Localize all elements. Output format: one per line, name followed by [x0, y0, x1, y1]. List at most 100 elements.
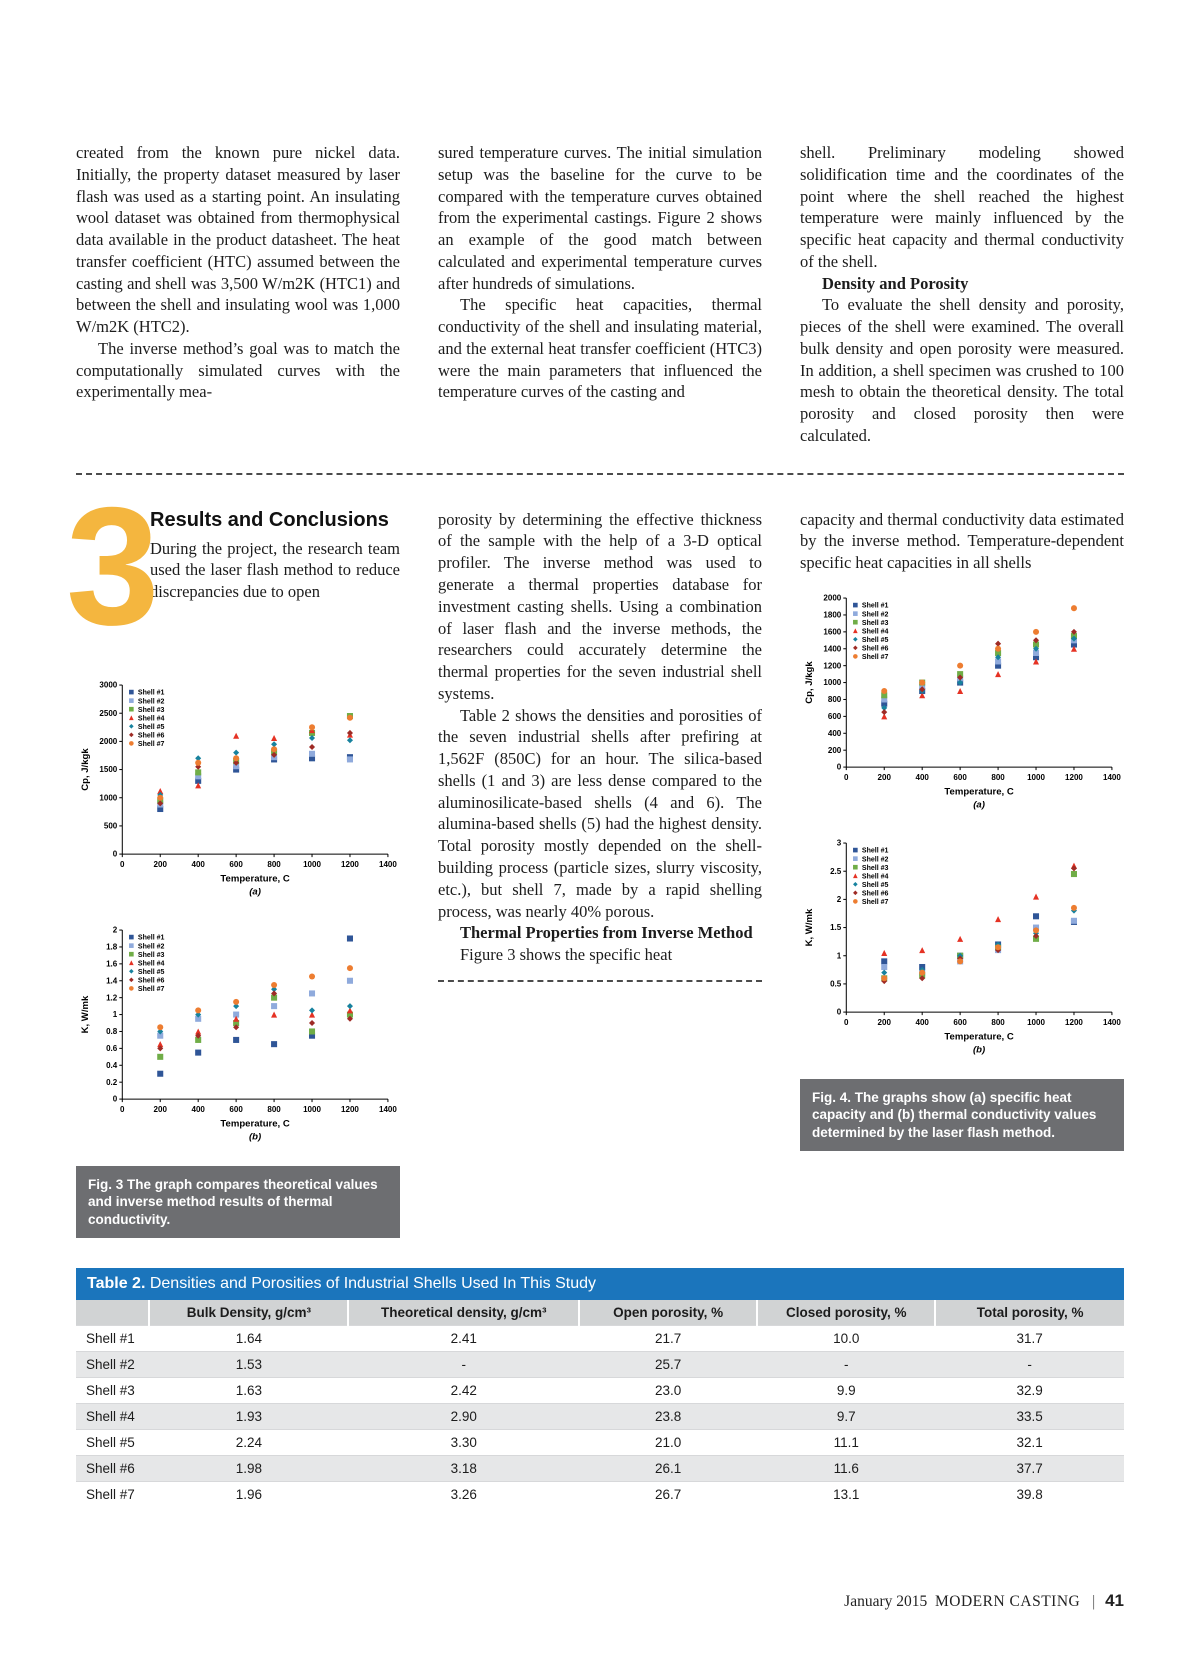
- svg-text:800: 800: [828, 695, 842, 704]
- table-title-bar: Table 2. Densities and Porosities of Ind…: [76, 1268, 1124, 1301]
- svg-text:2: 2: [113, 926, 118, 935]
- table-row: Shell #2 1.53-25.7- -: [76, 1351, 1124, 1378]
- svg-text:0: 0: [837, 763, 842, 772]
- table-cell: 32.9: [935, 1377, 1124, 1404]
- svg-text:Shell #1: Shell #1: [862, 848, 889, 855]
- table-cell: 1.63: [149, 1377, 349, 1404]
- table-cell: 23.8: [579, 1403, 758, 1430]
- svg-text:Shell #5: Shell #5: [138, 724, 165, 731]
- section-intro: 3 Results and Conclusions During the pro…: [66, 482, 400, 661]
- svg-text:0.5: 0.5: [830, 980, 842, 989]
- fig4b-scatter-plot: 0 0.5 1 1.5 2 2.5 3 0 200 400 600 800 1000 1200 1400 Te…: [800, 835, 1124, 1065]
- table-cell: -: [935, 1351, 1124, 1378]
- svg-text:200: 200: [828, 746, 842, 755]
- top-column-1: created from the known pure nickel data.…: [76, 142, 400, 447]
- fig3-chart-b: 0 0.2 0.4 0.6 0.8 1 1.2 1.4 1.6 1.8 2 0 200 400 600 800…: [76, 922, 400, 1152]
- svg-text:1200: 1200: [823, 661, 841, 670]
- svg-text:1400: 1400: [1103, 773, 1121, 782]
- svg-text:K, W/mk: K, W/mk: [804, 908, 815, 946]
- table-cell: 9.7: [757, 1403, 936, 1430]
- paragraph: The specific heat capacities, thermal co…: [438, 295, 762, 402]
- shell-label: Shell #5: [76, 1429, 150, 1456]
- section-intro-content: Results and Conclusions During the proje…: [150, 509, 400, 603]
- fig4-caption: Fig. 4. The graphs show (a) specific hea…: [800, 1078, 1124, 1152]
- svg-text:1200: 1200: [341, 1105, 359, 1114]
- table-row: Shell #5 2.24 3.30 21.0 11.1 32.1: [76, 1429, 1124, 1456]
- svg-text:Shell #1: Shell #1: [862, 603, 889, 610]
- paragraph: shell. Preliminary modeling showed solid…: [800, 143, 1124, 271]
- top-column-2: sured temperature curves. The initial si…: [438, 142, 762, 447]
- svg-text:600: 600: [229, 860, 243, 869]
- svg-text:0.6: 0.6: [106, 1044, 118, 1053]
- paragraph: capacity and thermal conductivity data e…: [800, 509, 1124, 573]
- svg-text:0: 0: [120, 860, 125, 869]
- table-cell: 39.8: [935, 1481, 1124, 1508]
- table-header-cell: Open porosity, %: [579, 1300, 759, 1326]
- svg-text:Shell #2: Shell #2: [138, 698, 165, 705]
- table-row: Shell #7 1.96 3.26 26.7 13.1 39.8: [76, 1481, 1124, 1508]
- svg-text:800: 800: [991, 773, 1005, 782]
- table-cell: 3.30: [348, 1429, 580, 1456]
- section-divider-dashes: [76, 472, 1124, 475]
- svg-text:1: 1: [837, 952, 842, 961]
- svg-text:0.4: 0.4: [106, 1061, 118, 1070]
- table-cell: 9.9: [757, 1377, 936, 1404]
- svg-text:1400: 1400: [1103, 1019, 1121, 1028]
- footer-divider: |: [1092, 1593, 1096, 1610]
- svg-text:400: 400: [191, 1105, 205, 1114]
- svg-text:K, W/mk: K, W/mk: [80, 995, 91, 1033]
- shell-label: Shell #7: [76, 1481, 150, 1508]
- footer-page-number: 41: [1105, 1591, 1124, 1610]
- table-cell: 1.53: [149, 1351, 349, 1378]
- svg-text:200: 200: [154, 860, 168, 869]
- svg-text:0: 0: [837, 1008, 842, 1017]
- svg-text:1000: 1000: [823, 678, 841, 687]
- fig3-chart-a: 0 500 1000 1500 2000 2500 3000 0 200 400 600 800 100…: [76, 676, 400, 907]
- table-cell: 2.42: [348, 1377, 580, 1404]
- shell-table-body: Shell #1 1.64 2.41 21.7 10.0 31.7 Shell #2 1.53…: [76, 1325, 1124, 1508]
- svg-text:1.5: 1.5: [830, 924, 842, 933]
- svg-text:(a): (a): [249, 886, 261, 897]
- table-cell: 3.26: [348, 1481, 580, 1508]
- svg-text:Shell #3: Shell #3: [862, 865, 889, 872]
- svg-text:400: 400: [828, 729, 842, 738]
- svg-text:800: 800: [267, 860, 281, 869]
- svg-text:Shell #2: Shell #2: [862, 857, 889, 864]
- table-cell: 11.6: [757, 1455, 936, 1482]
- svg-text:1400: 1400: [379, 1105, 397, 1114]
- table-cell: 13.1: [757, 1481, 936, 1508]
- table-cell: 26.7: [579, 1481, 758, 1508]
- svg-text:Temperature, C: Temperature, C: [944, 786, 1013, 797]
- svg-text:Cp, J/kgk: Cp, J/kgk: [804, 661, 815, 704]
- table-header-cell: Closed porosity, %: [757, 1300, 937, 1326]
- table-cell: 1.96: [149, 1481, 349, 1508]
- table-cell: 1.98: [149, 1455, 349, 1482]
- table-header-cell: Total porosity, %: [935, 1300, 1124, 1326]
- table-title-text: Densities and Porosities of Industrial S…: [145, 1275, 596, 1293]
- svg-text:Temperature, C: Temperature, C: [220, 873, 289, 884]
- table-cell: 25.7: [579, 1351, 758, 1378]
- svg-text:0.2: 0.2: [106, 1078, 118, 1087]
- svg-text:Shell #7: Shell #7: [862, 654, 889, 661]
- svg-text:Shell #1: Shell #1: [138, 935, 165, 942]
- svg-text:800: 800: [267, 1105, 281, 1114]
- svg-text:600: 600: [953, 1019, 967, 1028]
- shell-properties-table: Bulk Density, g/cm³ Theoretical density, …: [76, 1300, 1124, 1508]
- table-row: Shell #4 1.93 2.90 23.8 9.7 33.5: [76, 1403, 1124, 1430]
- svg-text:0: 0: [120, 1105, 125, 1114]
- svg-text:2000: 2000: [823, 594, 841, 603]
- svg-text:Shell #5: Shell #5: [862, 882, 889, 889]
- paragraph: Table 2 shows the densities and porositi…: [438, 705, 762, 921]
- shell-label: Shell #3: [76, 1377, 150, 1404]
- svg-text:Shell #5: Shell #5: [138, 969, 165, 976]
- svg-text:600: 600: [229, 1105, 243, 1114]
- paragraph: To evaluate the shell density and porosi…: [800, 295, 1124, 445]
- table-header-row: Bulk Density, g/cm³ Theoretical density, …: [76, 1300, 1124, 1326]
- svg-text:1.4: 1.4: [106, 977, 118, 986]
- svg-text:2.5: 2.5: [830, 867, 842, 876]
- shell-label: Shell #6: [76, 1455, 150, 1482]
- svg-text:0: 0: [844, 1019, 849, 1028]
- fig3b-scatter-plot: 0 0.2 0.4 0.6 0.8 1 1.2 1.4 1.6 1.8 2 0 200 400 600 800…: [76, 922, 400, 1152]
- svg-text:Shell #6: Shell #6: [862, 645, 889, 652]
- results-column-left: 3 Results and Conclusions During the pro…: [66, 482, 400, 1239]
